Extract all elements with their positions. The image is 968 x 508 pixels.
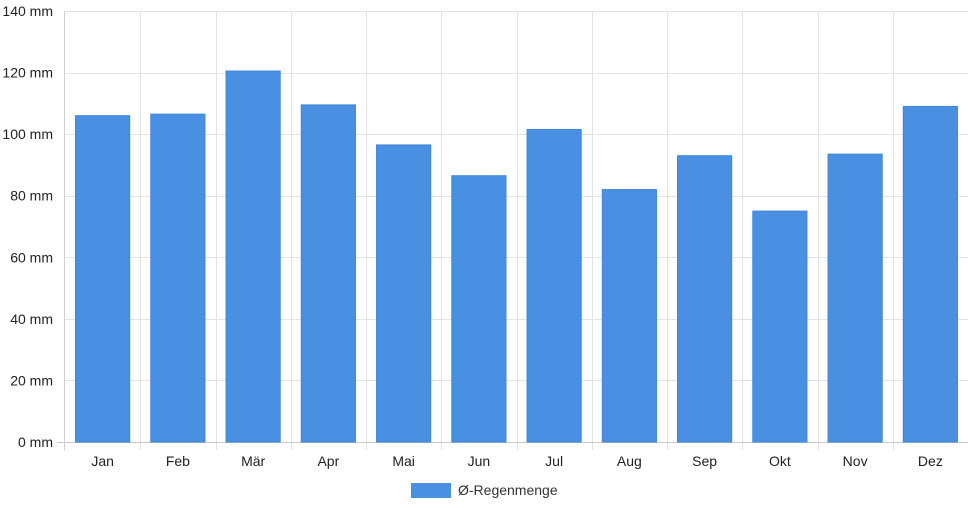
x-tick-label: Feb bbox=[166, 453, 190, 469]
bar bbox=[752, 210, 808, 443]
bar bbox=[526, 129, 582, 443]
y-tick-label: 60 mm bbox=[10, 249, 53, 265]
y-tick-label: 140 mm bbox=[2, 3, 53, 19]
x-tick-label: Okt bbox=[769, 453, 791, 469]
bar bbox=[451, 175, 507, 443]
x-tick-label: Mär bbox=[241, 453, 265, 469]
legend-label: Ø-Regenmenge bbox=[458, 482, 558, 498]
bar bbox=[376, 144, 432, 443]
x-tick-label: Jul bbox=[545, 453, 563, 469]
legend-swatch bbox=[411, 482, 451, 498]
x-tick-label: Aug bbox=[617, 453, 642, 469]
x-tick-label: Mai bbox=[392, 453, 415, 469]
bar bbox=[225, 70, 281, 443]
bar bbox=[150, 113, 206, 443]
chart-legend[interactable]: Ø-Regenmenge bbox=[411, 480, 558, 500]
y-tick-label: 120 mm bbox=[2, 65, 53, 81]
x-tick-label: Apr bbox=[317, 453, 339, 469]
bar bbox=[902, 105, 958, 443]
y-tick-label: 80 mm bbox=[10, 188, 53, 204]
y-tick-label: 40 mm bbox=[10, 311, 53, 327]
bar bbox=[75, 115, 131, 443]
bar bbox=[677, 155, 733, 443]
x-tick-label: Nov bbox=[843, 453, 868, 469]
x-tick-label: Jun bbox=[468, 453, 491, 469]
y-tick-label: 0 mm bbox=[18, 434, 53, 450]
bar bbox=[300, 104, 356, 443]
x-tick-label: Dez bbox=[918, 453, 943, 469]
bar bbox=[601, 189, 657, 443]
y-tick-label: 100 mm bbox=[2, 126, 53, 142]
y-tick-label: 20 mm bbox=[10, 372, 53, 388]
x-tick-label: Jan bbox=[91, 453, 114, 469]
bar bbox=[827, 153, 883, 443]
x-tick-label: Sep bbox=[692, 453, 717, 469]
